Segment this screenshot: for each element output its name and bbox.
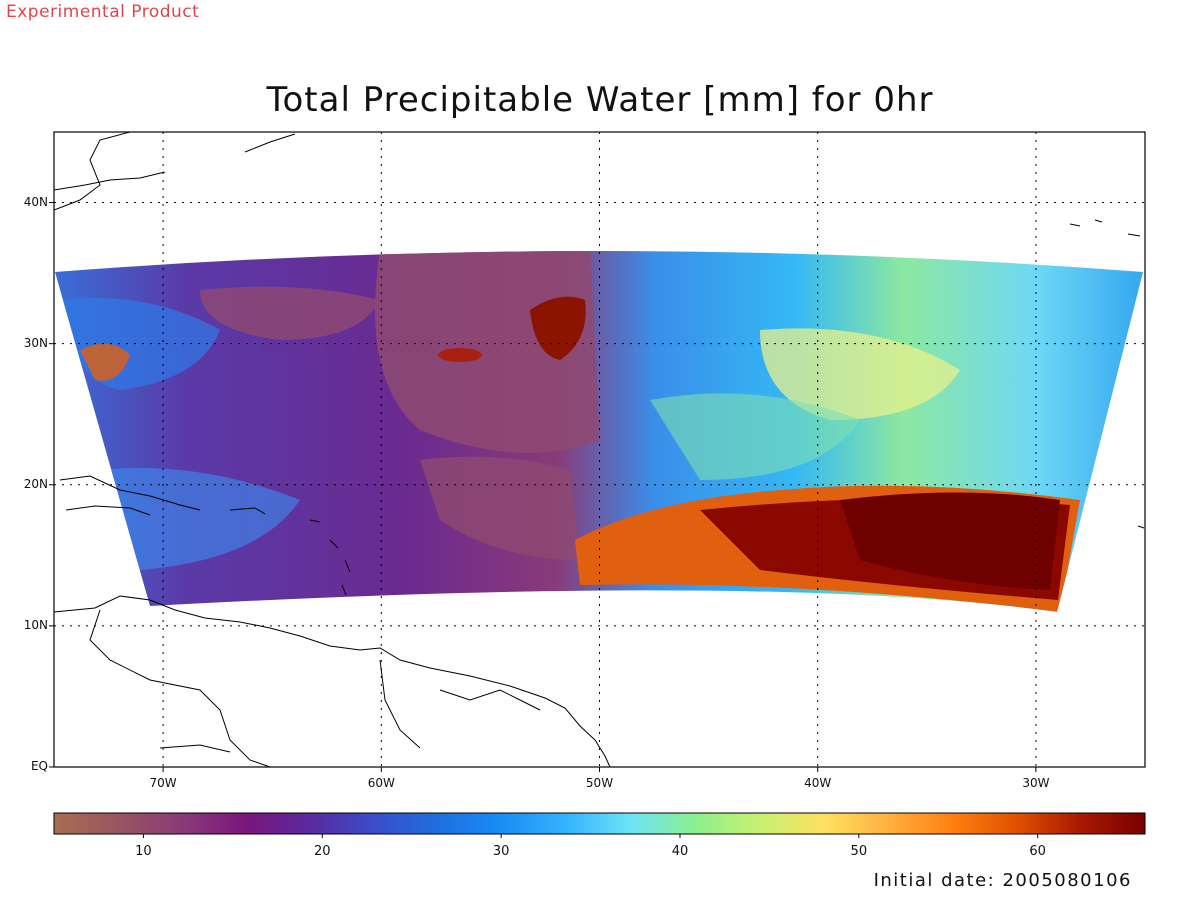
colorbar-label: 40: [671, 844, 689, 859]
colorbar-label: 20: [313, 844, 331, 859]
colorbar-label: 30: [492, 844, 510, 859]
lat-label: 20N: [23, 476, 48, 491]
lat-label: 10N: [23, 617, 48, 632]
experimental-product-label: Experimental Product: [6, 2, 200, 22]
lon-label: 40W: [804, 776, 832, 790]
data-swath: [55, 251, 1143, 612]
lat-label: 30N: [23, 335, 48, 350]
colorbar-label: 60: [1029, 844, 1046, 859]
lon-label: 70W: [149, 776, 177, 790]
lat-label: 40N: [23, 194, 48, 209]
coastlines: [54, 132, 1145, 767]
lon-label: 60W: [367, 776, 395, 790]
lat-lon-grid: [54, 132, 1145, 767]
lon-label: 50W: [585, 776, 614, 790]
colorbar: [53, 812, 1146, 838]
colorbar-scale: [53, 812, 1146, 835]
map-title: Total Precipitable Water [mm] for 0hr: [266, 80, 934, 120]
axis-ticks: [49, 202, 1037, 772]
lon-label: 30W: [1022, 776, 1050, 790]
colorbar-label: 50: [850, 844, 868, 859]
initial-date: Initial date: 2005080106: [873, 870, 1132, 891]
lat-label: EQ: [30, 759, 48, 773]
colorbar-label: 10: [135, 844, 152, 859]
